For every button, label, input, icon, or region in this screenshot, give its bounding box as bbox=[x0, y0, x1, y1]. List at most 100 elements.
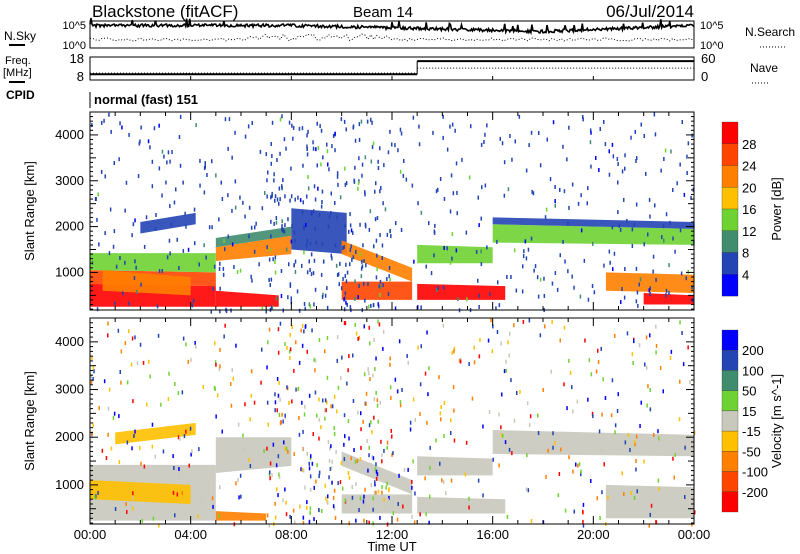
echo-point bbox=[369, 377, 371, 382]
echo-point bbox=[332, 504, 335, 509]
echo-point bbox=[320, 162, 322, 167]
echo-point bbox=[293, 263, 295, 268]
echo-point bbox=[562, 239, 564, 244]
echo-point bbox=[266, 245, 268, 250]
echo-point bbox=[362, 499, 365, 504]
echo-point bbox=[379, 189, 381, 194]
echo-point bbox=[166, 160, 168, 165]
echo-point bbox=[330, 191, 332, 196]
echo-point bbox=[539, 333, 542, 338]
echo-point bbox=[100, 169, 103, 174]
echo-point bbox=[268, 278, 270, 282]
echo-point bbox=[418, 142, 421, 147]
echo-point bbox=[308, 466, 311, 471]
echo-point bbox=[632, 361, 634, 365]
echo-point bbox=[334, 243, 337, 248]
echo-point bbox=[442, 114, 444, 119]
echo-point bbox=[316, 121, 318, 126]
echo-point bbox=[310, 272, 313, 277]
echo-point bbox=[339, 261, 341, 266]
echo-point bbox=[419, 512, 421, 517]
colorbar-bin bbox=[721, 471, 739, 492]
echo-point bbox=[568, 125, 570, 130]
echo-point bbox=[434, 223, 436, 228]
echo-point bbox=[498, 412, 500, 417]
echo-point bbox=[572, 469, 574, 474]
echo-point bbox=[152, 516, 155, 521]
echo-point bbox=[248, 205, 251, 210]
echo-point bbox=[311, 328, 313, 333]
echo-point bbox=[302, 515, 305, 520]
echo-point bbox=[128, 301, 130, 306]
echo-point bbox=[583, 258, 586, 263]
echo-point bbox=[647, 232, 649, 237]
echo-point bbox=[552, 431, 554, 436]
echo-point bbox=[635, 202, 638, 207]
echo-point bbox=[366, 439, 368, 443]
echo-point bbox=[679, 320, 681, 325]
echo-point bbox=[331, 404, 334, 409]
echo-point bbox=[175, 187, 177, 192]
echo-point bbox=[368, 423, 371, 428]
echo-point bbox=[478, 223, 480, 228]
echo-point bbox=[298, 432, 301, 437]
echo-point bbox=[271, 473, 273, 478]
echo-point bbox=[443, 401, 446, 405]
echo-point bbox=[272, 442, 275, 447]
echo-point bbox=[524, 239, 527, 244]
echo-point bbox=[592, 414, 594, 419]
echo-point bbox=[388, 266, 391, 270]
echo-point bbox=[230, 382, 232, 386]
echo-point bbox=[343, 457, 346, 462]
echo-point bbox=[277, 393, 280, 398]
echo-point bbox=[265, 152, 267, 157]
echo-point bbox=[337, 272, 340, 277]
echo-band bbox=[492, 224, 694, 245]
echo-point bbox=[368, 371, 370, 376]
echo-point bbox=[670, 149, 672, 154]
echo-point bbox=[536, 275, 539, 280]
echo-point bbox=[617, 162, 619, 166]
echo-point bbox=[334, 201, 336, 205]
echo-point bbox=[437, 286, 439, 290]
echo-point bbox=[598, 429, 601, 434]
echo-point bbox=[295, 387, 297, 392]
echo-point bbox=[383, 448, 385, 453]
echo-point bbox=[379, 233, 381, 237]
echo-point bbox=[126, 510, 128, 514]
echo-point bbox=[601, 412, 603, 417]
echo-point bbox=[224, 323, 226, 328]
echo-point bbox=[663, 157, 665, 161]
echo-point bbox=[294, 269, 297, 274]
echo-point bbox=[537, 431, 540, 436]
echo-point bbox=[167, 397, 170, 402]
echo-point bbox=[271, 120, 274, 125]
echo-point bbox=[285, 446, 288, 451]
colorbar-bin bbox=[721, 491, 739, 513]
echo-point bbox=[299, 504, 301, 509]
echo-point bbox=[328, 215, 331, 219]
echo-point bbox=[331, 459, 333, 464]
echo-point bbox=[285, 247, 288, 252]
echo-point bbox=[624, 440, 627, 445]
echo-point bbox=[357, 180, 360, 185]
echo-band bbox=[605, 272, 694, 294]
echo-point bbox=[453, 438, 456, 443]
colorbar-bin bbox=[721, 329, 739, 351]
echo-band bbox=[643, 293, 694, 305]
echo-point bbox=[203, 190, 206, 195]
echo-point bbox=[182, 248, 185, 253]
echo-point bbox=[367, 468, 369, 473]
echo-point bbox=[611, 378, 614, 383]
echo-point bbox=[411, 479, 413, 484]
echo-point bbox=[304, 404, 306, 409]
echo-point bbox=[372, 303, 375, 308]
colorbar-label: Power [dB] bbox=[769, 177, 784, 241]
echo-point bbox=[169, 159, 171, 164]
echo-point bbox=[643, 134, 645, 138]
echo-point bbox=[396, 517, 399, 522]
echo-point bbox=[498, 303, 501, 308]
echo-point bbox=[325, 408, 327, 413]
echo-band bbox=[417, 496, 506, 514]
echo-point bbox=[301, 126, 304, 131]
